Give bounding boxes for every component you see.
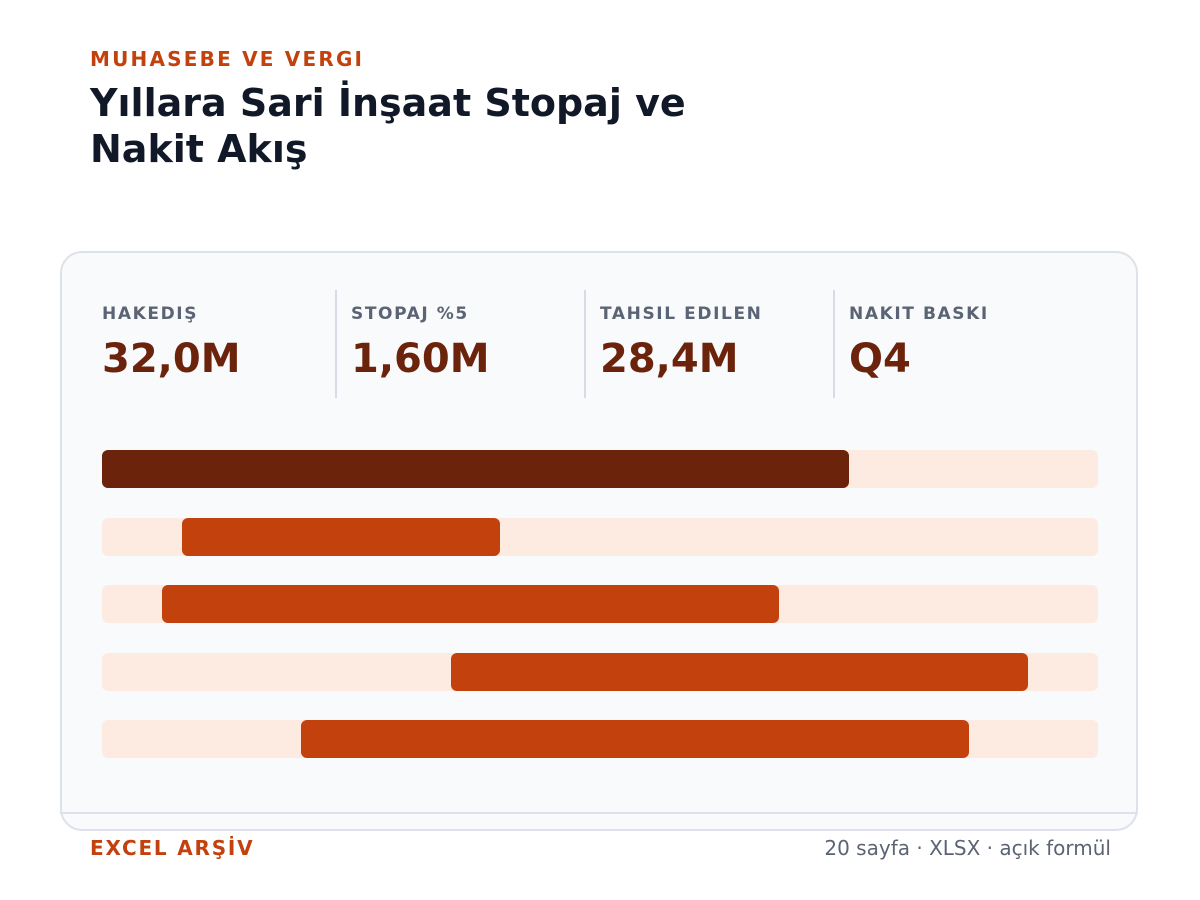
bar-track — [102, 585, 1098, 623]
page-title: Yıllara Sari İnşaat Stopaj ve Nakit Akış — [90, 81, 686, 171]
stat-divider — [335, 290, 337, 398]
stat-label: STOPAJ %5 — [351, 304, 469, 324]
bar-track — [102, 652, 1098, 691]
stat-value: 32,0M — [102, 336, 241, 382]
bar-track — [102, 517, 1098, 556]
stat-value: 1,60M — [351, 336, 490, 382]
stat-nakit-baski: NAKIT BASKI Q4 — [849, 290, 1079, 398]
chart-bar — [181, 517, 501, 556]
stat-hakedis: HAKEDIŞ 32,0M — [102, 290, 332, 398]
eyebrow-label: MUHASEBE VE VERGI — [90, 47, 365, 71]
chart-bar — [450, 652, 1029, 691]
stat-label: NAKIT BASKI — [849, 304, 989, 324]
chart-bar — [301, 720, 969, 758]
bar-track — [102, 720, 1098, 758]
stat-tahsil-edilen: TAHSIL EDILEN 28,4M — [600, 290, 830, 398]
footer-rule — [60, 812, 1138, 814]
bar-track — [102, 450, 1098, 488]
footer-meta: 20 sayfa · XLSX · açık formül — [824, 836, 1111, 860]
stat-label: TAHSIL EDILEN — [600, 304, 763, 324]
stat-value: 28,4M — [600, 336, 739, 382]
stat-value: Q4 — [849, 336, 911, 382]
stat-label: HAKEDIŞ — [102, 304, 199, 324]
chart-bar — [161, 585, 780, 623]
footer-source: EXCEL ARŞİV — [90, 836, 255, 860]
chart-bar — [102, 450, 849, 488]
stat-stopaj: STOPAJ %5 1,60M — [351, 290, 581, 398]
stat-divider — [833, 290, 835, 398]
stat-divider — [584, 290, 586, 398]
